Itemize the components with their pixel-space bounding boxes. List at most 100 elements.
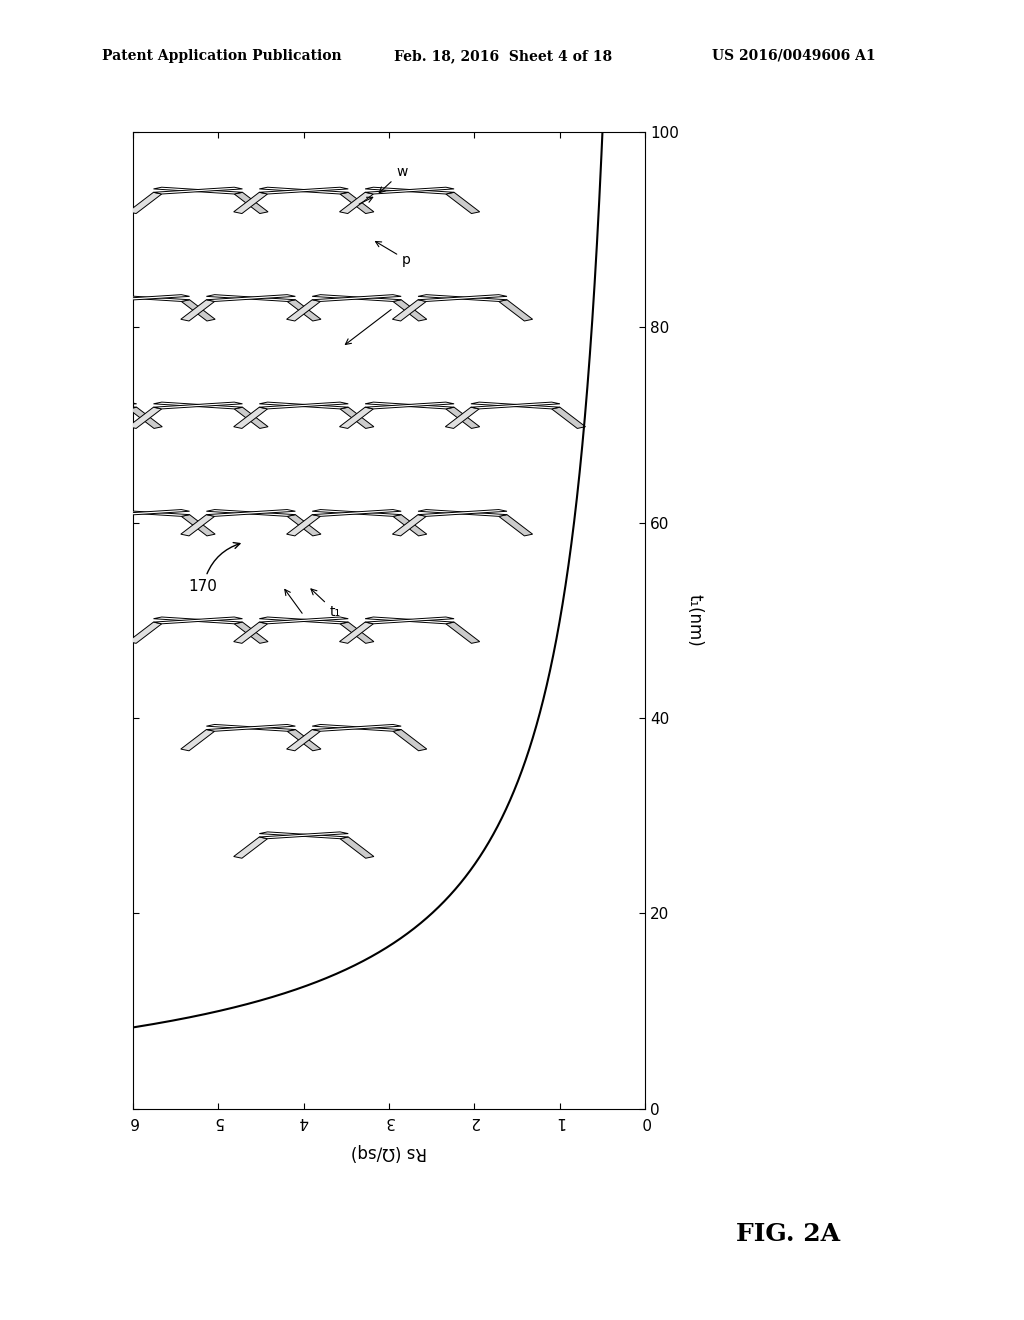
Polygon shape — [312, 510, 401, 516]
Polygon shape — [259, 403, 348, 409]
Polygon shape — [207, 79, 295, 87]
Polygon shape — [393, 300, 427, 321]
Polygon shape — [312, 725, 401, 731]
Polygon shape — [233, 837, 267, 858]
Polygon shape — [259, 616, 348, 624]
Polygon shape — [207, 510, 295, 516]
Polygon shape — [393, 515, 427, 536]
Polygon shape — [181, 300, 215, 321]
Polygon shape — [312, 294, 401, 301]
Polygon shape — [128, 622, 162, 643]
Polygon shape — [340, 837, 374, 858]
Polygon shape — [259, 832, 348, 838]
Polygon shape — [100, 294, 189, 301]
Polygon shape — [471, 403, 560, 409]
Polygon shape — [100, 294, 189, 301]
Polygon shape — [392, 300, 426, 321]
Polygon shape — [233, 193, 267, 214]
Polygon shape — [128, 407, 162, 429]
Polygon shape — [287, 300, 321, 321]
Polygon shape — [312, 79, 401, 87]
Polygon shape — [366, 616, 454, 624]
Polygon shape — [499, 300, 532, 321]
Polygon shape — [207, 294, 295, 301]
Polygon shape — [445, 407, 479, 429]
Polygon shape — [287, 515, 321, 536]
Polygon shape — [75, 300, 109, 321]
Polygon shape — [340, 622, 374, 643]
Polygon shape — [23, 407, 56, 429]
Polygon shape — [234, 622, 268, 643]
Polygon shape — [366, 187, 454, 194]
Polygon shape — [287, 84, 321, 106]
Polygon shape — [100, 510, 189, 516]
Polygon shape — [75, 515, 109, 536]
Polygon shape — [393, 84, 427, 106]
Polygon shape — [128, 407, 162, 429]
Text: 170: 170 — [188, 543, 240, 594]
Polygon shape — [207, 510, 295, 516]
Polygon shape — [128, 193, 162, 214]
Polygon shape — [445, 622, 479, 643]
Polygon shape — [445, 193, 479, 214]
Polygon shape — [259, 616, 348, 624]
Polygon shape — [392, 515, 426, 536]
Text: w: w — [379, 165, 408, 193]
Polygon shape — [340, 193, 374, 214]
Text: t₁: t₁ — [311, 589, 341, 619]
Polygon shape — [259, 187, 348, 194]
Polygon shape — [100, 510, 189, 516]
Polygon shape — [259, 832, 348, 838]
Polygon shape — [207, 79, 295, 87]
Polygon shape — [234, 193, 268, 214]
Polygon shape — [48, 403, 136, 409]
Polygon shape — [418, 294, 507, 301]
Polygon shape — [207, 725, 295, 731]
Polygon shape — [154, 403, 243, 409]
Polygon shape — [340, 193, 374, 214]
Polygon shape — [154, 187, 243, 194]
Polygon shape — [154, 187, 243, 194]
Polygon shape — [154, 616, 243, 624]
Polygon shape — [312, 294, 401, 301]
Polygon shape — [181, 730, 215, 751]
Polygon shape — [287, 515, 321, 536]
Polygon shape — [287, 300, 321, 321]
Polygon shape — [233, 622, 267, 643]
Polygon shape — [366, 187, 454, 194]
Polygon shape — [471, 403, 560, 409]
Polygon shape — [312, 79, 401, 87]
Polygon shape — [154, 616, 243, 624]
Polygon shape — [181, 300, 215, 321]
Y-axis label: t₁(nm): t₁(nm) — [686, 594, 703, 647]
Polygon shape — [207, 294, 295, 301]
Polygon shape — [366, 403, 454, 409]
Polygon shape — [287, 730, 321, 751]
Polygon shape — [207, 725, 295, 731]
Polygon shape — [181, 515, 215, 536]
Polygon shape — [418, 510, 507, 516]
Polygon shape — [418, 294, 507, 301]
Polygon shape — [445, 407, 479, 429]
Polygon shape — [552, 407, 586, 429]
Polygon shape — [312, 510, 401, 516]
Polygon shape — [393, 730, 427, 751]
Polygon shape — [48, 403, 136, 409]
Polygon shape — [312, 725, 401, 731]
Polygon shape — [366, 616, 454, 624]
Polygon shape — [340, 407, 374, 429]
Polygon shape — [499, 515, 532, 536]
Polygon shape — [340, 622, 374, 643]
Text: Feb. 18, 2016  Sheet 4 of 18: Feb. 18, 2016 Sheet 4 of 18 — [394, 49, 612, 63]
Text: US 2016/0049606 A1: US 2016/0049606 A1 — [712, 49, 876, 63]
Polygon shape — [259, 403, 348, 409]
Polygon shape — [340, 407, 374, 429]
Text: Patent Application Publication: Patent Application Publication — [102, 49, 342, 63]
Polygon shape — [233, 407, 267, 429]
Polygon shape — [366, 403, 454, 409]
Polygon shape — [181, 84, 215, 106]
Polygon shape — [181, 515, 215, 536]
Polygon shape — [287, 84, 321, 106]
X-axis label: Rs (Ω/sq): Rs (Ω/sq) — [351, 1143, 427, 1160]
Polygon shape — [154, 403, 243, 409]
